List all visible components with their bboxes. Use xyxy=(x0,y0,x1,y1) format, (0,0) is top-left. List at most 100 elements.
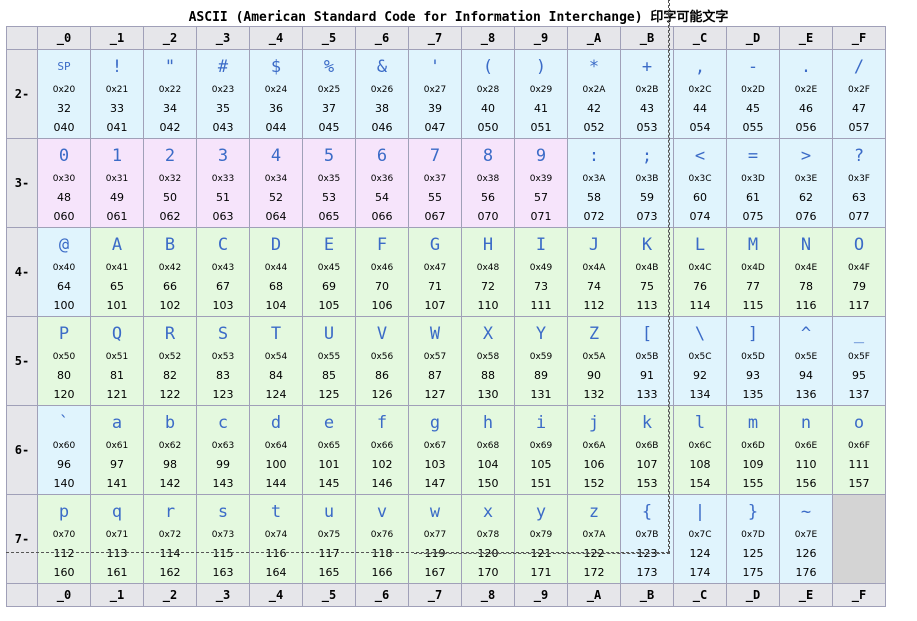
column-header: _2 xyxy=(143,583,197,607)
table-row: 6- ` 0x60 96 140 a 0x61 97 141 b 0x62 98 142 c 0x63 99 1… xyxy=(6,405,886,495)
char-glyph: e xyxy=(323,413,335,433)
char-glyph: _ xyxy=(853,324,865,344)
char-glyph: ; xyxy=(641,146,653,166)
decimal-code: 92 xyxy=(693,369,707,382)
octal-code: 040 xyxy=(53,121,75,134)
decimal-code: 118 xyxy=(371,547,393,560)
hex-code: 0x40 xyxy=(52,263,76,273)
char-glyph: w xyxy=(429,502,441,522)
decimal-code: 32 xyxy=(57,102,71,115)
char-glyph: % xyxy=(323,57,335,77)
char-glyph: ~ xyxy=(800,502,812,522)
octal-code: 154 xyxy=(689,477,711,490)
char-glyph: ? xyxy=(853,146,865,166)
hex-code: 0x74 xyxy=(264,530,288,540)
hex-code: 0x5F xyxy=(848,352,870,362)
char-cell: 9 0x39 57 071 xyxy=(514,138,568,228)
char-glyph: SP xyxy=(57,60,71,73)
char-glyph: Q xyxy=(111,324,123,344)
char-glyph: H xyxy=(482,235,494,255)
octal-code: 065 xyxy=(318,210,340,223)
octal-code: 146 xyxy=(371,477,393,490)
octal-code: 067 xyxy=(424,210,446,223)
column-header: _8 xyxy=(461,583,515,607)
hex-code: 0x30 xyxy=(52,174,76,184)
char-glyph: n xyxy=(800,413,812,433)
decimal-code: 115 xyxy=(212,547,234,560)
char-glyph: @ xyxy=(58,235,70,255)
column-header: _8 xyxy=(461,26,515,50)
octal-code: 172 xyxy=(583,566,605,579)
decimal-code: 54 xyxy=(375,191,389,204)
octal-code: 051 xyxy=(530,121,552,134)
decimal-code: 67 xyxy=(216,280,230,293)
char-glyph: ^ xyxy=(800,324,812,344)
char-glyph: , xyxy=(694,57,706,77)
table-row: 3- 0 0x30 48 060 1 0x31 49 061 2 0x32 50 062 3 0x33 51 0… xyxy=(6,138,886,228)
char-cell: @0x40 64 100 xyxy=(37,227,91,317)
octal-code: 137 xyxy=(848,388,870,401)
page-title: ASCII (American Standard Code for Inform… xyxy=(188,10,729,25)
char-cell: i 0x69 105 151 xyxy=(514,405,568,495)
decimal-code: 53 xyxy=(322,191,336,204)
char-cell: #0x23 35 043 xyxy=(196,49,250,139)
column-header: _F xyxy=(832,583,886,607)
hex-code: 0x57 xyxy=(423,352,447,362)
char-cell: I 0x49 73 111 xyxy=(514,227,568,317)
column-header: _0 xyxy=(37,583,91,607)
hex-code: 0x34 xyxy=(264,174,288,184)
octal-code: 151 xyxy=(530,477,552,490)
char-glyph: t xyxy=(270,502,282,522)
column-header: _4 xyxy=(249,26,303,50)
char-glyph: M xyxy=(747,235,759,255)
decimal-code: 126 xyxy=(795,547,817,560)
char-glyph: \ xyxy=(694,324,706,344)
char-cell: ~0x7E 126 176 xyxy=(779,494,833,584)
decimal-code: 82 xyxy=(163,369,177,382)
hex-code: 0x49 xyxy=(529,263,553,273)
char-cell: a 0x61 97 141 xyxy=(90,405,144,495)
hex-code: 0x56 xyxy=(370,352,394,362)
octal-code: 056 xyxy=(795,121,817,134)
decimal-code: 40 xyxy=(481,102,495,115)
hex-code: 0x69 xyxy=(529,441,553,451)
char-cell: [0x5B 91 133 xyxy=(620,316,674,406)
octal-code: 076 xyxy=(795,210,817,223)
char-glyph: A xyxy=(111,235,123,255)
decimal-code: 90 xyxy=(587,369,601,382)
hex-code: 0x3A xyxy=(582,174,606,184)
decimal-code: 110 xyxy=(795,458,817,471)
char-cell: E 0x45 69 105 xyxy=(302,227,356,317)
hex-code: 0x5A xyxy=(582,352,606,362)
decimal-code: 55 xyxy=(428,191,442,204)
empty-cell xyxy=(832,494,886,584)
char-glyph: 8 xyxy=(482,146,494,166)
char-cell: 3 0x33 51 063 xyxy=(196,138,250,228)
hex-code: 0x3F xyxy=(848,174,870,184)
hex-code: 0x42 xyxy=(158,263,182,273)
hex-code: 0x47 xyxy=(423,263,447,273)
hex-code: 0x21 xyxy=(105,85,129,95)
char-glyph: y xyxy=(535,502,547,522)
char-cell: 2 0x32 50 062 xyxy=(143,138,197,228)
octal-code: 103 xyxy=(212,299,234,312)
char-cell: K 0x4B 75 113 xyxy=(620,227,674,317)
column-header: _9 xyxy=(514,26,568,50)
table-row: 4- @0x40 64 100 A 0x41 65 101 B 0x42 66 102 C 0x43 67 1… xyxy=(6,227,886,317)
octal-code: 101 xyxy=(106,299,128,312)
column-header: _2 xyxy=(143,26,197,50)
column-header: _B xyxy=(620,26,674,50)
hex-code: 0x46 xyxy=(370,263,394,273)
char-glyph: V xyxy=(376,324,388,344)
char-glyph: F xyxy=(376,235,388,255)
decimal-code: 96 xyxy=(57,458,71,471)
octal-code: 176 xyxy=(795,566,817,579)
char-glyph: " xyxy=(164,57,176,77)
decimal-code: 109 xyxy=(742,458,764,471)
char-cell: v 0x76 118 166 xyxy=(355,494,409,584)
column-header: _E xyxy=(779,26,833,50)
char-cell: ' 0x27 39 047 xyxy=(408,49,462,139)
char-glyph: ' xyxy=(429,57,441,77)
char-cell: p 0x70 112 160 xyxy=(37,494,91,584)
char-cell: r 0x72 114 162 xyxy=(143,494,197,584)
